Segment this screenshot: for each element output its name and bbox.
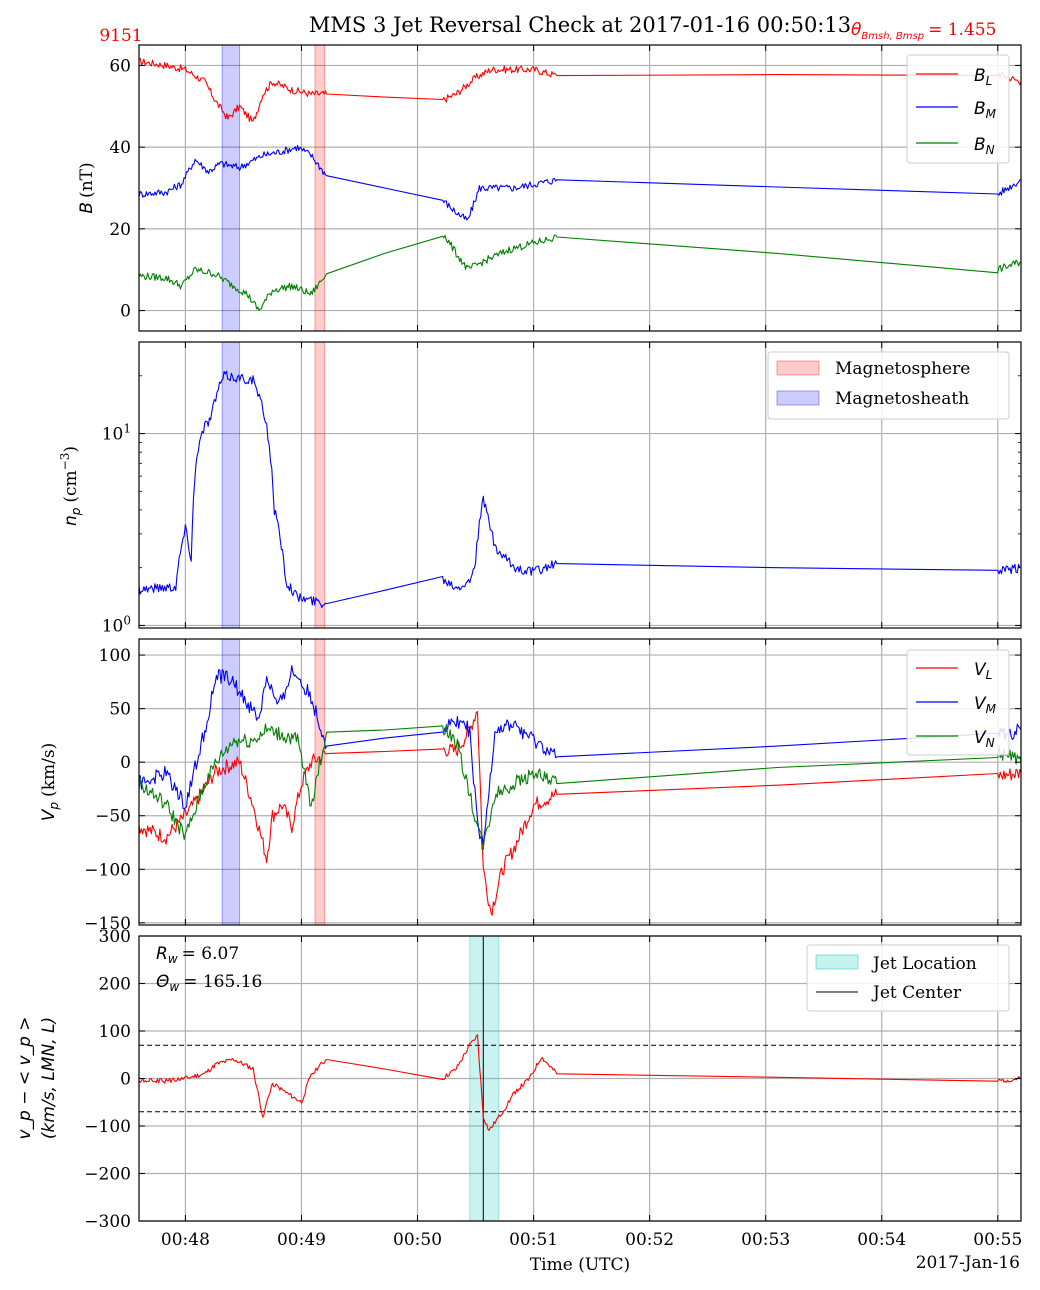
x-tick-label: 00:49: [277, 1230, 326, 1250]
y-tick-label: −200: [84, 1165, 131, 1185]
panel-frame: [138, 638, 1022, 926]
shade-jet-location: [469, 935, 500, 1222]
event-id: 9151: [99, 26, 142, 46]
y-tick-label: 100: [99, 1022, 131, 1042]
date-label: 2017-Jan-16: [916, 1253, 1020, 1273]
angle-annotation: θBmsh, Bmsp = 1.455: [851, 20, 996, 42]
y-tick-label: 0: [120, 302, 131, 322]
legend-v: VL VM VN: [906, 649, 1010, 756]
series-line-b-l: [138, 57, 1022, 123]
y-tick-label: −50: [95, 807, 131, 827]
legend-regions: Magnetosphere Magnetosheath: [767, 351, 1010, 420]
series-line-v-l: [138, 710, 1022, 916]
x-tick-label: 00:55: [973, 1230, 1022, 1250]
series-line-v-p-v-p-: [138, 1034, 1022, 1132]
y-tick-label: −100: [84, 860, 131, 880]
legend-b: BL BM BN: [906, 54, 1010, 164]
x-tick-label: 00:53: [741, 1230, 790, 1250]
series-line-b-m: [138, 144, 1022, 221]
y-tick-label: 0: [120, 753, 131, 773]
series-line-n-p: [138, 370, 1022, 609]
y-axis-label-line1: v_p − < v_p >: [15, 1016, 35, 1139]
y-tick-label: 200: [99, 975, 131, 995]
series-line-b-n: [138, 234, 1022, 312]
shade-magnetosphere: [314, 341, 326, 629]
x-tick-label: 00:51: [509, 1230, 558, 1250]
legend-bn: BN: [974, 135, 995, 157]
shade-magnetosheath: [221, 341, 241, 629]
x-tick-label: 00:50: [393, 1230, 442, 1250]
y-axis-label: np(cm−3): [58, 446, 83, 526]
series-line-v-n: [138, 723, 1022, 850]
legend-vn: VN: [974, 728, 995, 750]
legend-magnetosphere: Magnetosphere: [835, 359, 970, 379]
y-tick-label: −300: [84, 1212, 131, 1232]
legend-magnetosheath: Magnetosheath: [835, 389, 969, 409]
y-tick-label: 100: [99, 646, 131, 666]
x-tick-label: 00:48: [161, 1230, 210, 1250]
shade-magnetosheath: [221, 44, 241, 332]
legend-bl: BL: [974, 66, 992, 88]
y-tick-label: −150: [84, 914, 131, 934]
legend-jet-center: Jet Center: [871, 983, 962, 1003]
svg-text:θBmsh, Bmsp= 1.455: θBmsh, Bmsp = 1.455: [851, 20, 996, 42]
panel-frame: [138, 341, 1022, 629]
panel-velocity: 100 50 0 −50 −100 −150 Vp(km/s) VL VM VN: [39, 638, 1022, 934]
x-axis-label: Time (UTC): [530, 1255, 630, 1275]
y-tick-label: 50: [109, 700, 131, 720]
y-tick-label: 0: [120, 1070, 131, 1090]
annotation-rw: Rw = 6.07: [156, 944, 239, 966]
panel-magnetic-field: 60 40 20 0 B(nT) BL BM BN: [77, 44, 1022, 332]
figure-title: MMS 3 Jet Reversal Check at 2017-01-16 0…: [309, 13, 851, 37]
shade-magnetosphere: [314, 638, 326, 926]
y-axis-label: B(nT): [77, 162, 97, 213]
y-axis-label: Vp(km/s): [39, 743, 61, 821]
y-tick-label: 300: [99, 927, 131, 947]
panel-frame: [138, 44, 1022, 332]
legend-jet-location: Jet Location: [871, 954, 977, 974]
panel-jet: 300 200 100 0 −100 −200 −300 00:48 00:49 00:50 00…: [15, 927, 1022, 1250]
x-tick-label: 00:52: [625, 1230, 674, 1250]
y-tick-label: −100: [84, 1117, 131, 1137]
legend-bm: BM: [974, 99, 997, 121]
y-tick-label: 60: [109, 56, 131, 76]
y-tick-label: 20: [109, 220, 131, 240]
legend-jet: Jet Location Jet Center: [806, 944, 1010, 1012]
x-tick-label: 00:54: [857, 1230, 906, 1250]
legend-vm: VM: [974, 694, 997, 716]
y-axis-label-line2: (km/s, LMN, L): [39, 1017, 59, 1139]
legend-vl: VL: [974, 660, 992, 682]
annotation-theta: Θw = 165.16: [156, 972, 262, 994]
series-line-v-m: [138, 665, 1022, 846]
y-tick-label: 40: [109, 138, 131, 158]
